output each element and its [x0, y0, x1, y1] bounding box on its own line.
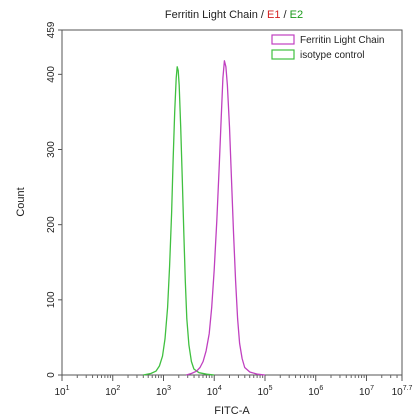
chart-title: Ferritin Light Chain / E1 / E2: [165, 9, 303, 21]
x-tick-label: 102: [105, 385, 120, 398]
chart-title-part: E2: [290, 9, 303, 21]
legend-swatch: [271, 49, 295, 60]
series-layer: [143, 60, 266, 376]
y-axis-label: Count: [15, 187, 27, 216]
plot-frame: [61, 29, 403, 376]
y-tick-label: 200: [46, 216, 57, 233]
x-tick-label: 107: [359, 385, 374, 398]
y-tick-label: 100: [46, 291, 57, 308]
series-line: [186, 60, 266, 376]
series-line: [143, 66, 215, 376]
legend: Ferritin Light Chain isotype control: [271, 34, 384, 61]
legend-swatch: [271, 34, 295, 45]
x-axis-label: FITC-A: [214, 405, 250, 417]
chart-title-part: E1: [267, 9, 280, 21]
y-tick-label: 0: [46, 372, 57, 378]
legend-entry-label: isotype control: [300, 50, 364, 61]
chart-title-part: /: [280, 9, 289, 21]
x-tick-label: 104: [207, 385, 222, 398]
y-tick-label: 400: [46, 66, 57, 83]
x-axis: 101 102 103 104 105 106 107 107.7: [54, 375, 413, 398]
x-tick-label: 106: [308, 385, 323, 398]
y-axis: 0 100 200 300 400 459: [46, 21, 62, 378]
x-tick-label: 101: [54, 385, 69, 398]
chart-title-part: /: [258, 9, 267, 21]
y-tick-label: 300: [46, 141, 57, 158]
x-tick-label: 103: [156, 385, 171, 398]
chart-title-part: Ferritin Light Chain: [165, 9, 258, 21]
x-tick-label: 107.7: [392, 385, 413, 398]
x-tick-label: 105: [257, 385, 272, 398]
legend-entry-label: Ferritin Light Chain: [300, 35, 384, 46]
y-tick-label: 459: [46, 21, 57, 38]
